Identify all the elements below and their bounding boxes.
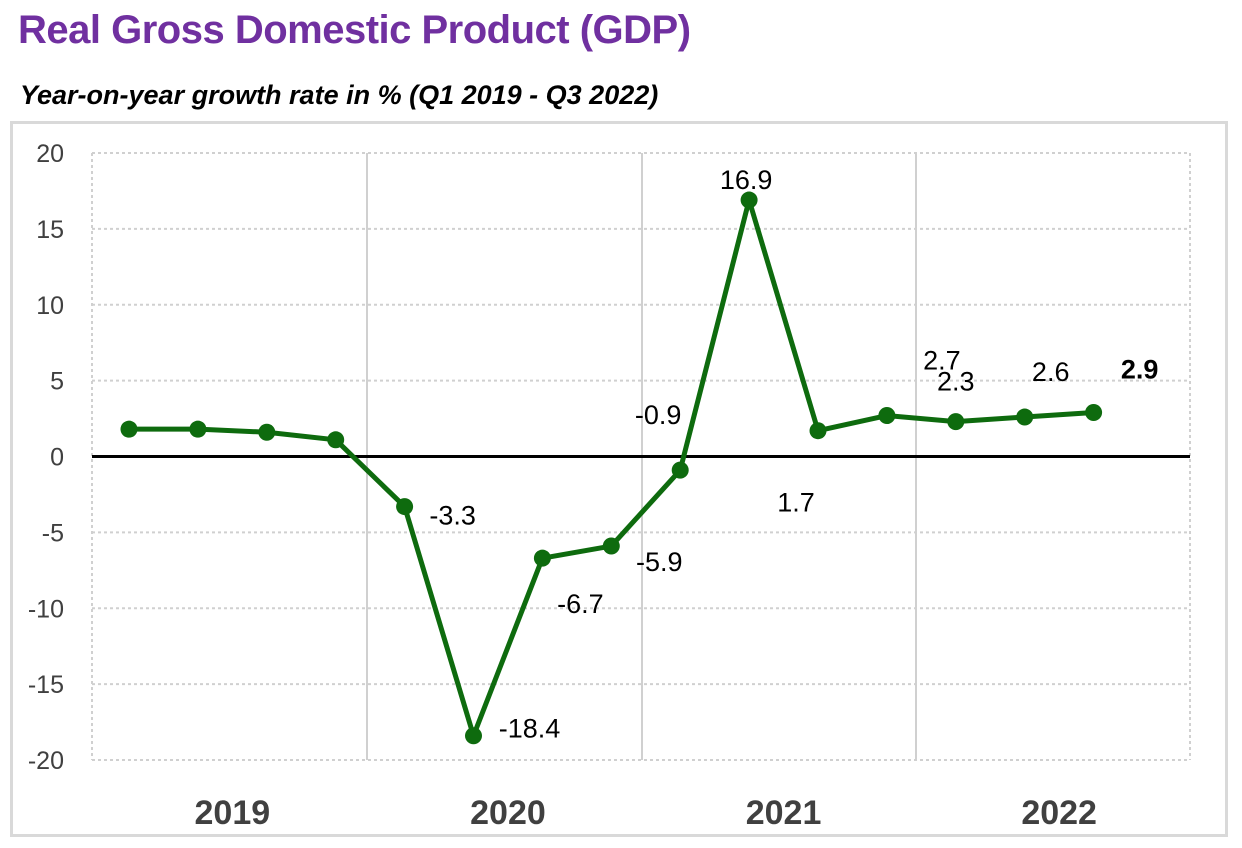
y-tick-label: 20	[36, 140, 64, 168]
data-label: 1.7	[777, 488, 815, 518]
data-point	[1085, 403, 1103, 421]
data-label: -0.9	[635, 400, 682, 430]
data-point	[947, 413, 965, 431]
data-point	[396, 498, 414, 516]
data-label: 2.7	[923, 346, 961, 376]
y-tick-label: -20	[28, 747, 64, 775]
data-point	[189, 420, 207, 438]
chart-title: Real Gross Domestic Product (GDP)	[18, 8, 691, 52]
data-label: -5.9	[636, 547, 683, 577]
chart-frame	[10, 121, 1228, 837]
y-tick-label: -5	[42, 519, 64, 547]
data-point	[120, 420, 138, 438]
data-point	[878, 407, 896, 425]
data-point	[533, 549, 551, 567]
data-label: 2.9	[1121, 354, 1159, 384]
data-label: -18.4	[499, 714, 561, 744]
label-layer: -3.3 -18.4 -6.7 -5.9 -0.9 16.9 1.7 2.72.3 2.6 2.9	[429, 165, 1158, 744]
data-point	[671, 461, 689, 479]
y-tick-label: 0	[50, 444, 64, 472]
data-label: 2.3	[937, 367, 975, 397]
data-point	[1016, 408, 1034, 426]
data-label: -3.3	[429, 501, 476, 531]
y-tick-label: -15	[28, 671, 64, 699]
x-year-label: 2020	[470, 794, 546, 832]
series-layer	[120, 191, 1103, 745]
data-point	[740, 191, 758, 209]
y-tick-label: 15	[36, 216, 64, 244]
axis-layer: 20 15 10 5 0 -5 -10 -15 -20 2019 2020 2021 2022	[28, 140, 1190, 832]
data-point	[327, 431, 345, 449]
x-year-label: 2019	[195, 794, 271, 832]
data-point	[809, 422, 827, 440]
chart-subtitle: Year-on-year growth rate in % (Q1 2019 -…	[20, 80, 659, 110]
y-tick-label: 10	[36, 292, 64, 320]
data-label: 16.9	[720, 165, 773, 195]
data-point	[465, 727, 482, 745]
data-point	[602, 537, 620, 555]
x-year-label: 2021	[746, 794, 822, 832]
series-line	[129, 197, 1094, 739]
y-tick-label: 5	[50, 368, 64, 396]
x-year-label: 2022	[1021, 794, 1097, 832]
data-point	[258, 423, 276, 441]
data-label: 2.6	[1032, 357, 1070, 387]
data-label: -6.7	[557, 589, 604, 619]
y-tick-label: -10	[28, 595, 64, 623]
